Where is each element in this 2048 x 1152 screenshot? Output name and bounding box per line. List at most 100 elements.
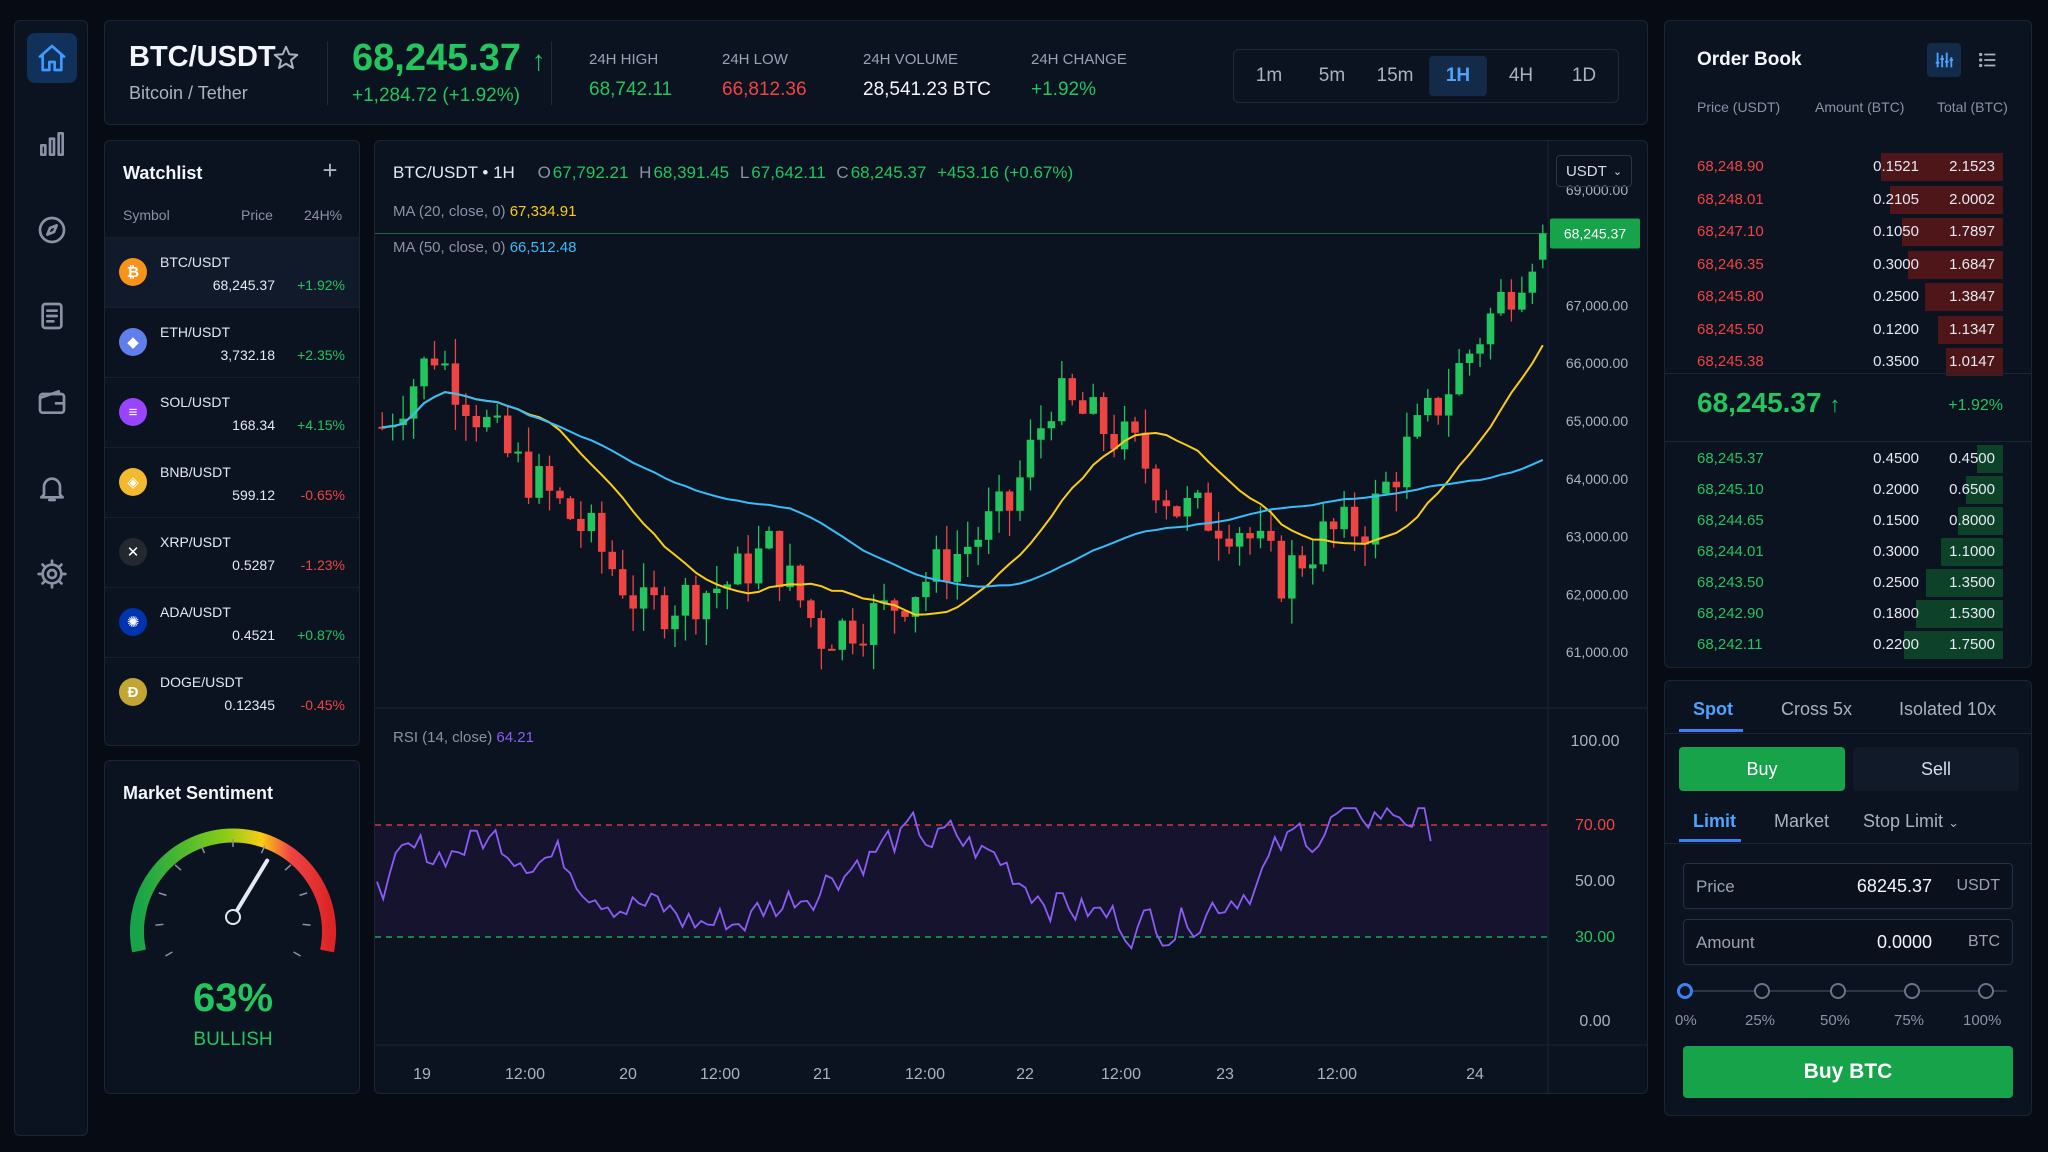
buy-btc-button[interactable]: Buy BTC [1683, 1046, 2013, 1098]
price-tick: 63,000.00 [1566, 529, 1628, 545]
watchlist-row[interactable]: Ð DOGE/USDT 0.12345 -0.45% [105, 657, 359, 727]
bid-price: 68,245.10 [1697, 481, 1764, 498]
timeframe-15m[interactable]: 15m [1376, 65, 1414, 86]
bid-row[interactable]: 68,243.50 0.2500 1.3500 [1665, 568, 2031, 598]
tab-isolated[interactable]: Isolated 10x [1899, 699, 1997, 719]
ma20-line [382, 344, 1544, 616]
trade-panel: Spot Cross 5x Isolated 10x Buy Sell Limi… [1664, 680, 2032, 1116]
timeframe-4h[interactable]: 4H [1508, 65, 1534, 86]
price-field-label: Price [1696, 877, 1735, 896]
candle-body [1277, 540, 1286, 599]
candle-body [441, 363, 449, 366]
arrow-up-icon: ↑ [531, 45, 546, 76]
percent-stop-0[interactable] [1677, 983, 1693, 999]
price-field-unit: USDT [1956, 877, 2000, 894]
amount-field[interactable]: Amount 0.0000 BTC [1683, 919, 2013, 965]
sentiment-panel: Market Sentiment 63% BULLISH [104, 760, 360, 1094]
ask-row[interactable]: 68,248.01 0.2105 2.0002 [1665, 185, 2031, 215]
wallet-icon [38, 390, 66, 414]
bnb-coin-icon: ◈ [119, 468, 147, 496]
watchlist-row[interactable]: ◆ ETH/USDT 3,732.18 +2.35% [105, 307, 359, 377]
eth-coin-icon: ◆ [119, 328, 147, 356]
watchlist-row[interactable]: ₿ BTC/USDT 68,245.37 +1.92% [105, 237, 359, 307]
bid-row[interactable]: 68,245.37 0.4500 0.4500 [1665, 444, 2031, 474]
percent-slider-track[interactable] [1687, 990, 2007, 992]
tab-spot[interactable]: Spot [1693, 699, 1733, 719]
time-tick: 12:00 [505, 1066, 545, 1083]
candle-body [1539, 233, 1547, 260]
ask-depth-bar [1901, 218, 2003, 246]
bid-row[interactable]: 68,244.01 0.3000 1.1000 [1665, 537, 2031, 567]
timeframe-1d[interactable]: 1D [1571, 65, 1597, 86]
candle-body [796, 565, 805, 601]
bid-row[interactable]: 68,245.10 0.2000 0.6500 [1665, 475, 2031, 505]
list-view-button[interactable] [1971, 43, 2005, 77]
pair-name: Bitcoin / Tether [129, 83, 248, 103]
candle-body [409, 386, 418, 419]
bid-row[interactable]: 68,242.11 0.2200 1.7500 [1665, 630, 2031, 660]
timeframe-1m[interactable]: 1m [1255, 65, 1283, 86]
timeframe-1h[interactable]: 1H [1429, 56, 1487, 96]
currency-select[interactable]: USDT ⌄ [1556, 155, 1632, 187]
sell-toggle[interactable]: Sell [1853, 747, 2019, 791]
percent-stop-100[interactable] [1978, 983, 1994, 999]
tab-cross[interactable]: Cross 5x [1781, 699, 1853, 719]
watchlist-row[interactable]: ✺ ADA/USDT 0.4521 +0.87% [105, 587, 359, 657]
nav-markets[interactable] [27, 119, 77, 169]
bid-price: 68,244.01 [1697, 543, 1764, 560]
bid-amount: 0.4500 [1873, 450, 1919, 467]
bell-icon [40, 477, 64, 502]
ask-row[interactable]: 68,247.10 0.1050 1.7897 [1665, 217, 2031, 247]
bid-row[interactable]: 68,242.90 0.1800 1.5300 [1665, 599, 2031, 629]
rsi-tick: 100.00 [1571, 733, 1620, 750]
candle-body [1329, 521, 1338, 530]
nav-wallet[interactable] [27, 377, 77, 427]
gauge-tick [260, 845, 266, 854]
order-type-limit[interactable]: Limit [1693, 811, 1736, 831]
watchlist-symbol: SOL/USDT [160, 394, 231, 410]
order-type-stop-limit[interactable]: Stop Limit ⌄ [1863, 811, 1959, 832]
watchlist-symbol: BTC/USDT [160, 254, 230, 270]
ask-row[interactable]: 68,245.80 0.2500 1.3847 [1665, 282, 2031, 312]
watchlist-panel: Watchlist + Symbol Price 24H% ₿ BTC/USDT 6… [104, 140, 360, 746]
star-icon[interactable] [271, 43, 301, 73]
arrow-up-icon: ↑ [1829, 392, 1841, 417]
watchlist-price: 0.4521 [232, 627, 275, 643]
bar-chart-icon [40, 132, 64, 156]
ask-total: 1.0147 [1949, 353, 1995, 370]
candle-body [911, 597, 920, 617]
nav-orders[interactable] [27, 291, 77, 341]
ask-price: 68,247.10 [1697, 223, 1764, 240]
ask-row[interactable]: 68,248.90 0.1521 2.1523 [1665, 152, 2031, 182]
percent-stop-75[interactable] [1904, 983, 1920, 999]
add-watchlist-button[interactable]: + [322, 155, 338, 185]
currency-value: USDT [1565, 162, 1607, 180]
bid-row[interactable]: 68,244.65 0.1500 0.8000 [1665, 506, 2031, 536]
buy-toggle[interactable]: Buy [1679, 747, 1845, 791]
candle-body [838, 620, 847, 650]
ask-row[interactable]: 68,245.50 0.1200 1.1347 [1665, 315, 2031, 345]
ask-depth-bar [1945, 348, 2003, 376]
price-chart[interactable]: 69,000.00 67,000.00 66,000.00 65,000.00 64,0… [375, 141, 1647, 1093]
watchlist-row[interactable]: ≡ SOL/USDT 168.34 +4.15% [105, 377, 359, 447]
ask-total: 1.6847 [1949, 255, 1995, 273]
ask-row[interactable]: 68,245.38 0.3500 1.0147 [1665, 347, 2031, 377]
watchlist-row[interactable]: ✕ XRP/USDT 0.5287 -1.23% [105, 517, 359, 587]
percent-stop-50[interactable] [1830, 983, 1846, 999]
bid-depth-bar [1916, 600, 2003, 628]
doge-coin-icon: Ð [119, 678, 147, 706]
ask-row[interactable]: 68,246.35 0.3000 1.6847 [1665, 250, 2031, 280]
order-type-market[interactable]: Market [1774, 811, 1830, 831]
candle-body [1173, 506, 1181, 517]
price-field[interactable]: Price 68245.37 USDT [1683, 863, 2013, 909]
nav-settings[interactable] [27, 549, 77, 599]
nav-home[interactable] [27, 33, 77, 83]
rsi-line [376, 806, 1432, 951]
nav-explore[interactable] [27, 205, 77, 255]
percent-stop-25[interactable] [1754, 983, 1770, 999]
bid-depth-bar [1977, 445, 2003, 473]
watchlist-row[interactable]: ◈ BNB/USDT 599.12 -0.65% [105, 447, 359, 517]
depth-view-button[interactable] [1927, 43, 1961, 77]
nav-notifications[interactable] [27, 463, 77, 513]
timeframe-5m[interactable]: 5m [1318, 65, 1346, 86]
